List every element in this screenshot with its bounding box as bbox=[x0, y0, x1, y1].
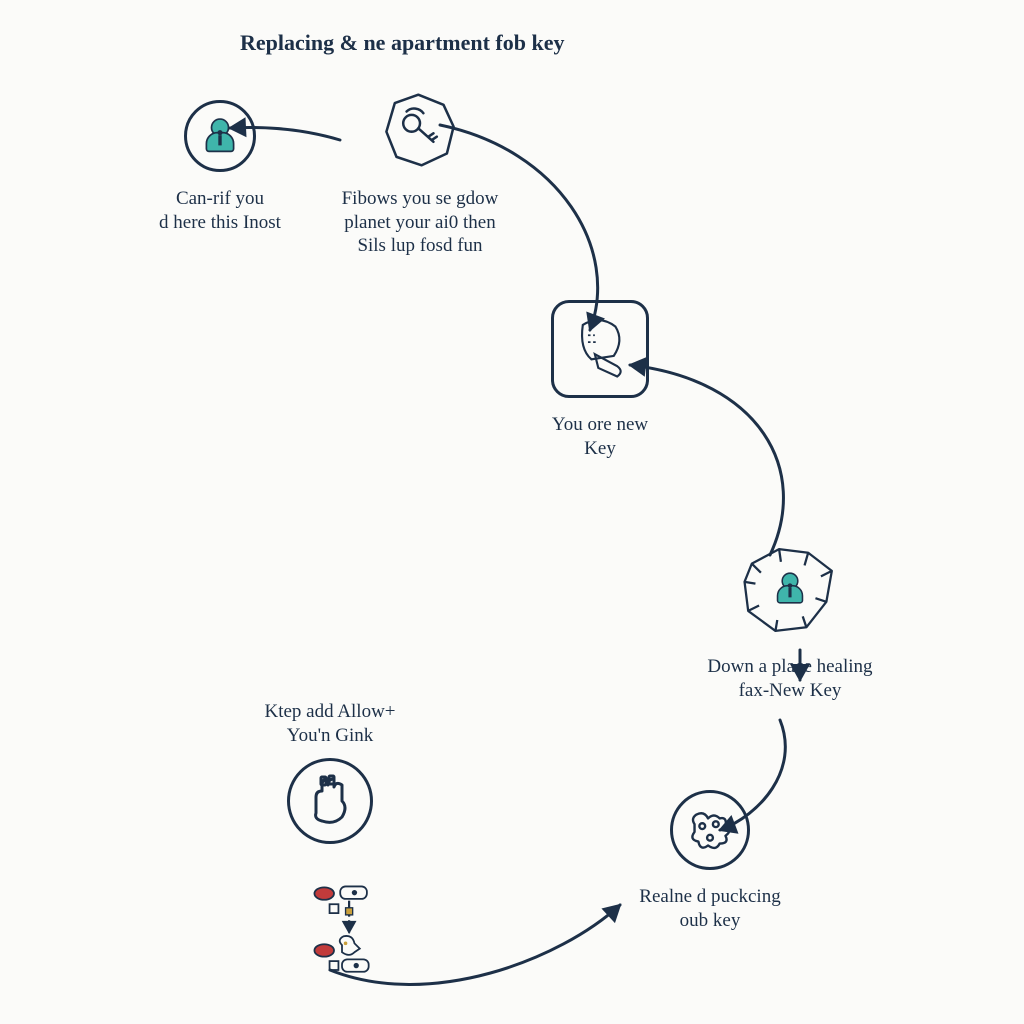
hand-circle-icon bbox=[287, 758, 373, 844]
pieces-icon bbox=[310, 880, 390, 980]
node-pieces bbox=[250, 880, 450, 987]
node-label: Realne d puckcing oub key bbox=[610, 885, 810, 933]
node-keep-add: Ktep add Allow+ You'n Gink bbox=[230, 700, 430, 850]
node-realne: Realne d puckcing oub key bbox=[610, 790, 810, 932]
node-label: Can-rif you d here this Inost bbox=[120, 187, 320, 235]
card-icon bbox=[551, 300, 649, 398]
puzzle-circle-icon bbox=[670, 790, 750, 870]
node-label: Ktep add Allow+ You'n Gink bbox=[230, 700, 430, 748]
node-label: Down a place healing fax-New Key bbox=[690, 655, 890, 703]
node-label: You ore new Key bbox=[500, 413, 700, 461]
node-fibows: Fibows you se gdow planet your ai0 then … bbox=[320, 88, 520, 258]
diagram-title: Replacing & ne apartment fob key bbox=[240, 30, 564, 56]
node-can-rif: Can-rif you d here this Inost bbox=[120, 100, 320, 234]
person-circle-icon bbox=[184, 100, 256, 172]
node-down-place: Down a place healing fax-New Key bbox=[690, 540, 890, 702]
jagged-person-icon bbox=[735, 540, 845, 640]
node-new-key: You ore new Key bbox=[500, 300, 700, 460]
flowchart-canvas: Replacing & ne apartment fob key Can-rif… bbox=[0, 0, 1024, 1024]
node-label: Fibows you se gdow planet your ai0 then … bbox=[320, 187, 520, 258]
jagged-key-icon bbox=[378, 88, 462, 172]
